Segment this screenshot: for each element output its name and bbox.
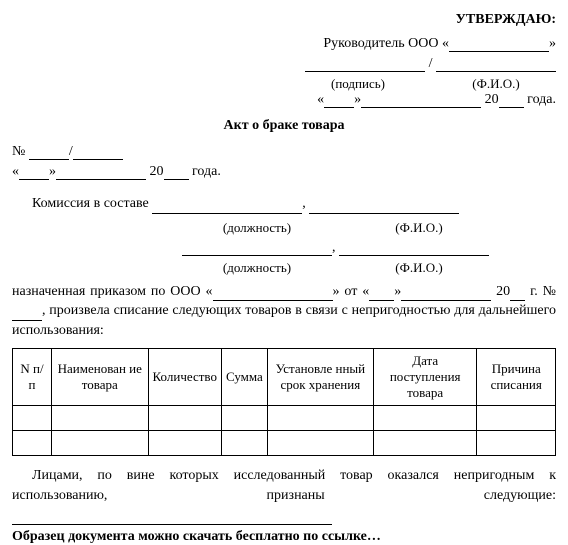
commission-line-2: , — [12, 240, 556, 256]
year-blank — [499, 107, 524, 108]
year-prefix: 20 — [485, 92, 499, 107]
footer-persons: Лицами, по вине которых исследованный то… — [12, 466, 556, 525]
commission-labels-1: (должность) (Ф.И.О.) — [12, 220, 556, 236]
doc-date-open: « — [12, 164, 19, 179]
commission-line: Комиссия в составе , — [12, 194, 556, 214]
position-blank-2 — [182, 255, 332, 256]
order-month-blank — [401, 300, 491, 301]
th-name: Наименован ие товара — [52, 349, 149, 406]
leader-prefix: Руководитель ООО « — [323, 36, 449, 51]
order-p3: » — [394, 284, 401, 299]
order-p6: , произвела списание следующих товаров в… — [12, 303, 556, 338]
th-num: N п/п — [13, 349, 52, 406]
fio-blank-2 — [339, 255, 489, 256]
day-blank — [324, 107, 354, 108]
month-blank — [361, 107, 481, 108]
th-sum: Сумма — [221, 349, 267, 406]
signature-blank — [305, 71, 425, 72]
doc-year-blank — [164, 179, 189, 180]
num-sign: № — [12, 144, 29, 159]
num-slash: / — [69, 144, 73, 159]
signature-labels: (подпись) (Ф.И.О.) — [12, 76, 556, 92]
doc-year-suffix: года. — [189, 164, 221, 179]
order-name-blank — [213, 300, 333, 301]
comma-sep-2: , — [332, 240, 339, 255]
order-text: назначенная приказом по ООО «» от «» 20 … — [12, 282, 556, 341]
doc-date-close: » — [49, 164, 56, 179]
fio-blank — [436, 71, 556, 72]
approve-header: УТВЕРЖДАЮ: — [12, 12, 556, 28]
fio-blank-1 — [309, 213, 459, 214]
position-label-2: (должность) — [182, 260, 332, 276]
comma-sep-1: , — [302, 196, 309, 211]
fio-label: (Ф.И.О.) — [436, 76, 556, 92]
order-p4: 20 — [491, 284, 510, 299]
leader-name-blank — [449, 51, 549, 52]
order-p1: назначенная приказом по ООО « — [12, 284, 213, 299]
footer-blank — [12, 524, 332, 525]
slash: / — [425, 56, 436, 71]
items-table: N п/п Наименован ие товара Количество Су… — [12, 348, 556, 456]
order-p5: г. № — [530, 284, 556, 299]
doc-month-blank — [56, 179, 146, 180]
doc-day-blank — [19, 179, 49, 180]
order-num-blank — [12, 320, 42, 321]
order-year-blank — [510, 300, 525, 301]
commission-intro: Комиссия в составе — [32, 196, 152, 211]
date-close: » — [354, 92, 361, 107]
download-link-text: Образец документа можно скачать бесплатн… — [12, 529, 556, 545]
position-blank-1 — [152, 213, 302, 214]
fio-label-2: (Ф.И.О.) — [344, 260, 494, 276]
document-title: Акт о браке товара — [12, 118, 556, 134]
order-day-blank — [369, 300, 394, 301]
order-p2: » от « — [333, 284, 370, 299]
th-reason: Причина списания — [477, 349, 556, 406]
th-date: Дата поступления товара — [373, 349, 477, 406]
doc-number-line: № / — [12, 144, 556, 160]
footer-text-1: Лицами, по вине которых исследованный то… — [12, 468, 556, 503]
th-qty: Количество — [148, 349, 221, 406]
doc-year-prefix: 20 — [146, 164, 164, 179]
num2-blank — [73, 159, 123, 160]
th-storage: Установле нный срок хранения — [267, 349, 373, 406]
sig-label: (подпись) — [298, 76, 418, 92]
commission-labels-2: (должность) (Ф.И.О.) — [12, 260, 556, 276]
table-row — [13, 406, 556, 431]
fio-label-1: (Ф.И.О.) — [344, 220, 494, 236]
signature-line: / — [12, 56, 556, 72]
date-open: « — [317, 92, 324, 107]
table-header-row: N п/п Наименован ие товара Количество Су… — [13, 349, 556, 406]
approve-date-line: « » 20 года. — [12, 92, 556, 108]
table-row — [13, 431, 556, 456]
position-label-1: (должность) — [182, 220, 332, 236]
year-suffix: года. — [524, 92, 556, 107]
num-blank — [29, 159, 69, 160]
doc-date-line: « » 20 года. — [12, 164, 556, 180]
quote-close: » — [549, 36, 556, 51]
leader-line: Руководитель ООО « » — [12, 36, 556, 52]
